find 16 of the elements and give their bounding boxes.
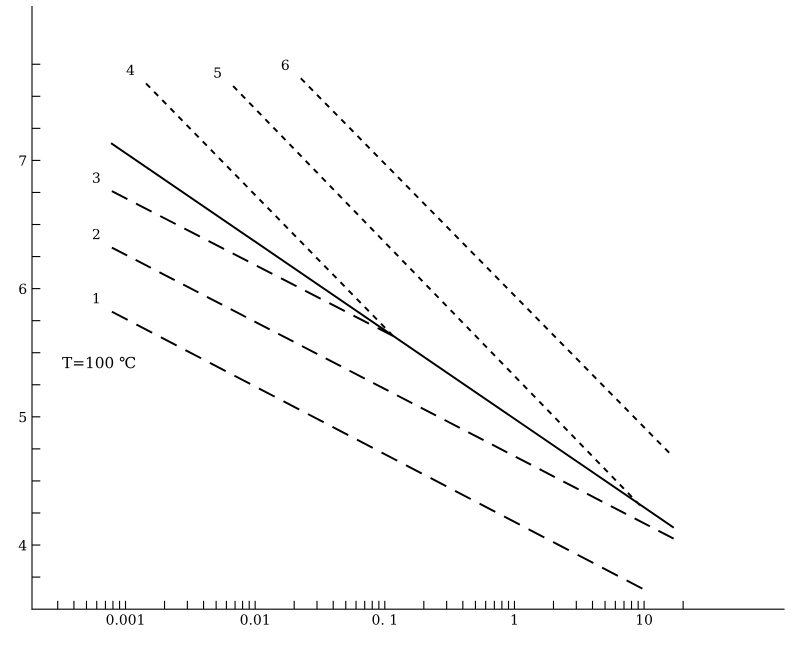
y-tick-label: 4 xyxy=(18,540,26,550)
series-label: 5 xyxy=(214,67,221,78)
x-tick-label: 0.001 xyxy=(106,614,144,625)
y-tick-label: 7 xyxy=(19,156,26,166)
x-tick-label: 10 xyxy=(636,614,652,625)
series-label: 1 xyxy=(94,292,99,304)
series-label: 2 xyxy=(92,228,100,240)
annotation: T=100 ℃ xyxy=(62,356,136,368)
y-tick-label: 5 xyxy=(19,412,26,422)
x-tick-label: 1 xyxy=(512,614,517,625)
series-label: 4 xyxy=(126,64,134,76)
series-label: 6 xyxy=(282,60,289,70)
series-label: 3 xyxy=(92,172,100,183)
x-tick-label: 0.01 xyxy=(240,614,269,625)
y-tick-label: 6 xyxy=(19,284,26,294)
x-tick-label: 0. 1 xyxy=(372,614,396,625)
